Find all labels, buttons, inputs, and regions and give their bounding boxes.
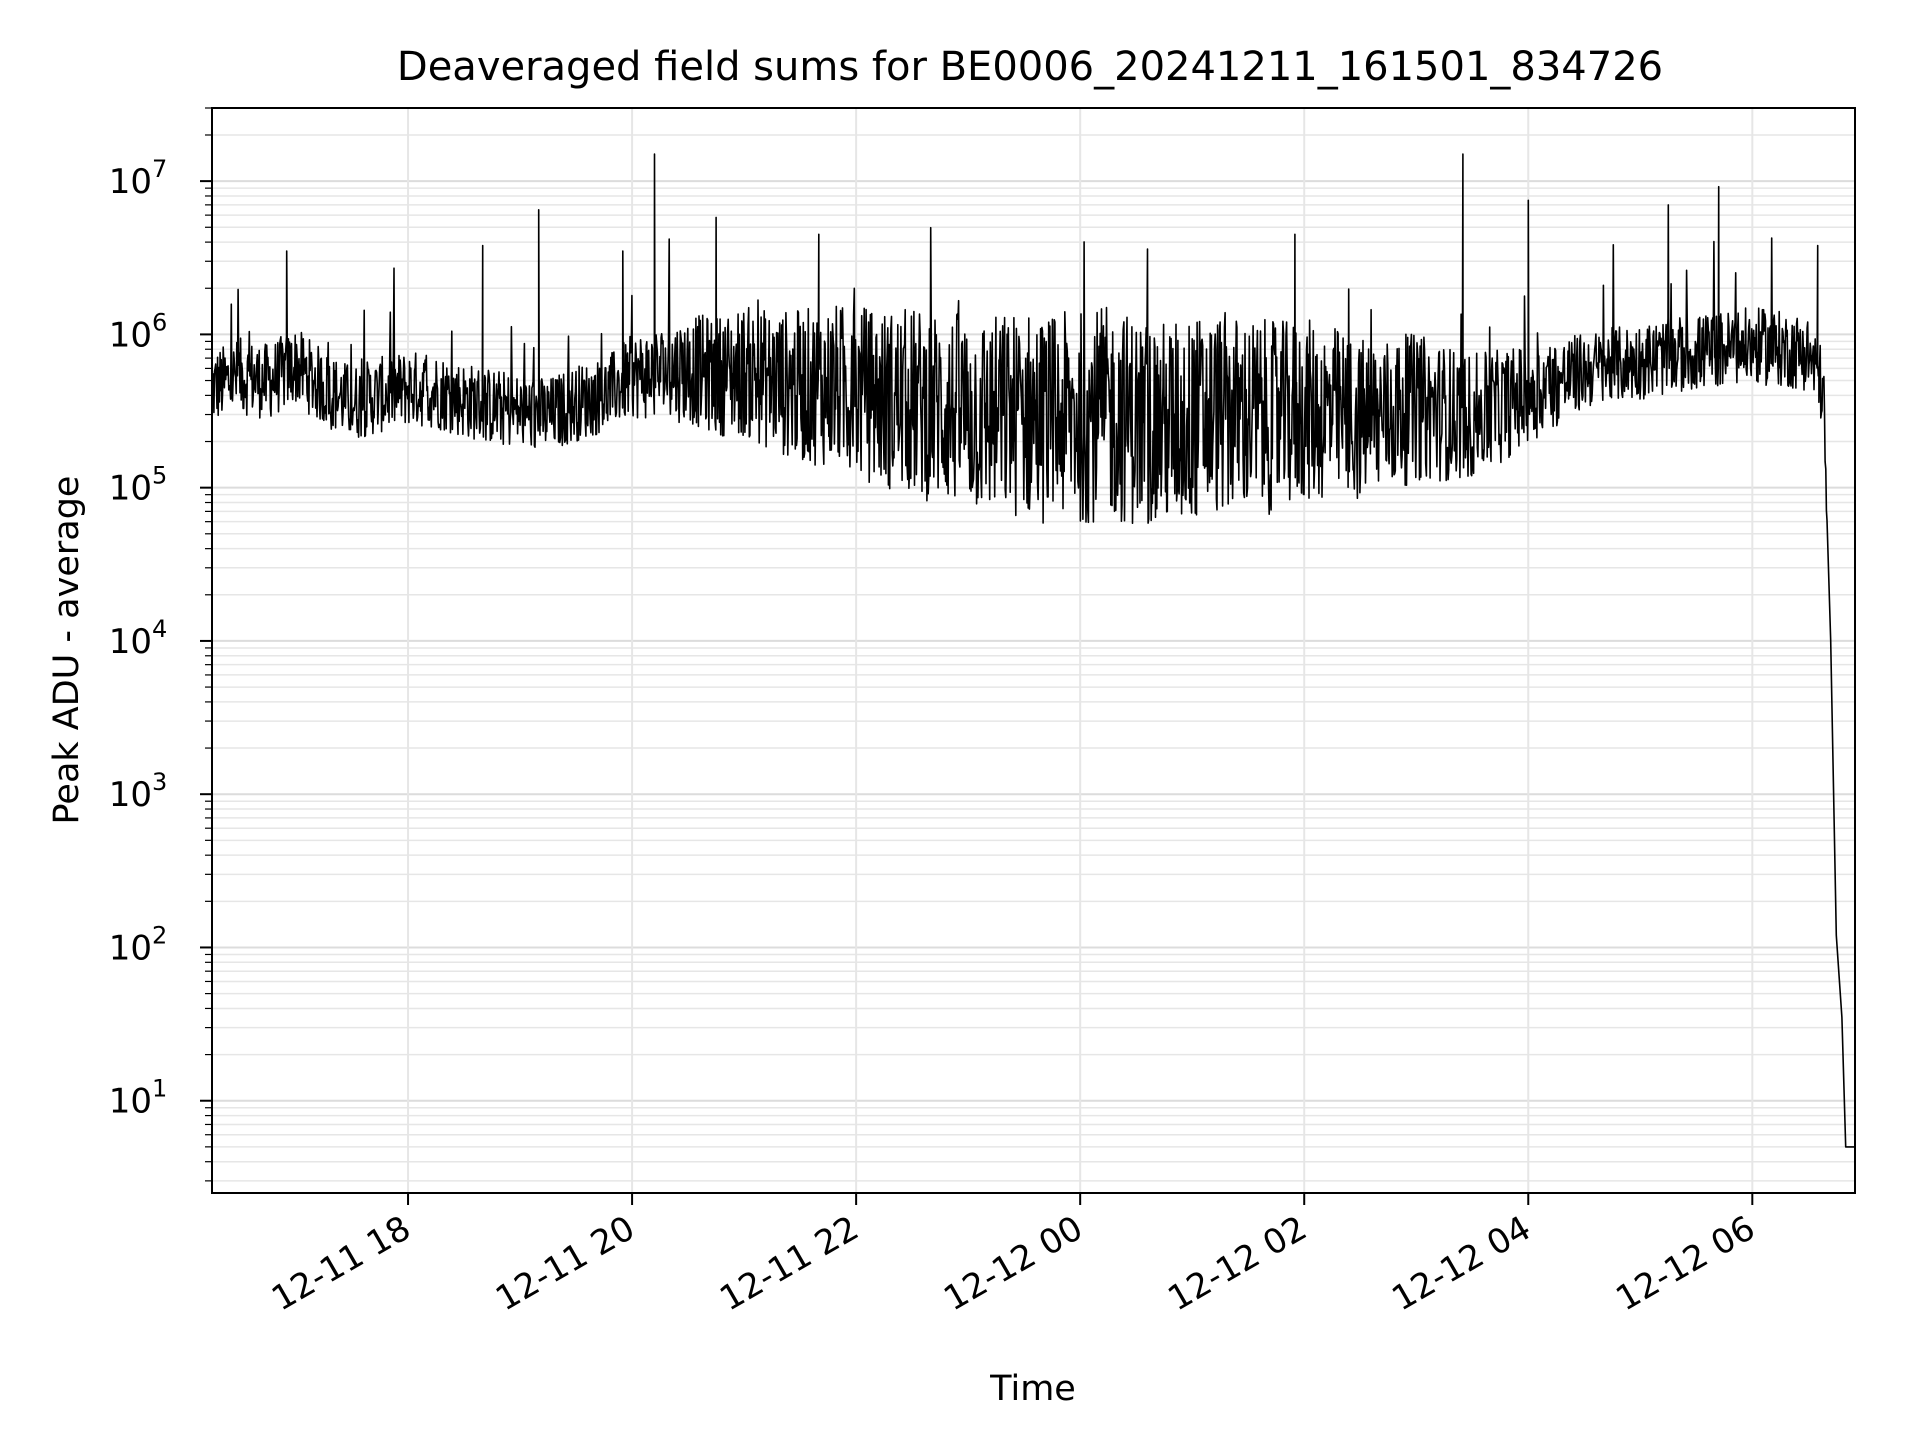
chart-title: Deaveraged field sums for BE0006_2024121… [397, 44, 1663, 90]
y-tick-label: 101 [109, 1075, 168, 1122]
y-tick-label: 107 [109, 155, 168, 202]
x-tick-label: 12-12 06 [1609, 1208, 1761, 1319]
x-tick-label: 12-12 04 [1385, 1208, 1537, 1319]
grid [212, 107, 1855, 1193]
x-tick-label: 12-12 00 [937, 1208, 1089, 1319]
y-tick-label: 103 [109, 768, 168, 815]
data-series-line [211, 153, 1855, 1148]
y-tick-label: 105 [109, 462, 168, 509]
x-axis-label: Time [989, 1369, 1076, 1409]
x-axis: 12-11 18 12-11 20 12-11 22 12-12 00 12-12 02… [265, 1193, 1762, 1319]
x-tick-label: 12-11 18 [265, 1208, 417, 1319]
y-tick-label: 106 [109, 308, 168, 355]
x-tick-label: 12-11 22 [713, 1208, 865, 1319]
plot-frame [211, 107, 1856, 1194]
y-tick-label: 102 [109, 921, 168, 968]
y-tick-label: 104 [109, 615, 168, 662]
x-tick-label: 12-12 02 [1161, 1208, 1313, 1319]
y-axis: 101 102 103 104 105 106 107 [109, 107, 212, 1182]
x-tick-label: 12-11 20 [489, 1208, 641, 1319]
y-axis-label: Peak ADU - average [47, 476, 87, 825]
